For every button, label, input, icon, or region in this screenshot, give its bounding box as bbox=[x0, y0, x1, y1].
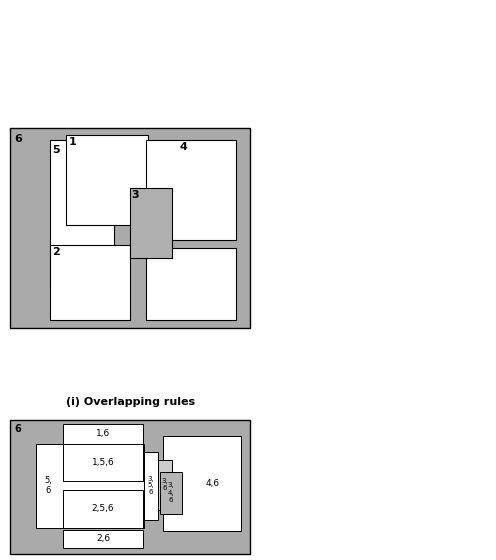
Text: 2,6: 2,6 bbox=[96, 534, 110, 543]
Text: 6: 6 bbox=[14, 134, 22, 144]
Bar bbox=[63, 444, 143, 480]
Text: 1,5,6: 1,5,6 bbox=[92, 458, 115, 467]
Bar bbox=[63, 530, 143, 548]
Text: 5: 5 bbox=[52, 145, 60, 155]
Text: 6: 6 bbox=[14, 423, 21, 433]
Bar bbox=[144, 451, 158, 520]
Bar bbox=[146, 248, 236, 320]
Text: 3,
4,
6: 3, 4, 6 bbox=[168, 483, 175, 502]
Text: 4,6: 4,6 bbox=[206, 479, 220, 488]
Bar bbox=[163, 436, 241, 530]
Text: 2,5,6: 2,5,6 bbox=[92, 504, 114, 513]
Bar bbox=[63, 489, 143, 528]
Text: 4: 4 bbox=[180, 142, 188, 152]
Bar bbox=[146, 140, 236, 240]
Bar bbox=[50, 245, 130, 320]
Bar bbox=[36, 444, 144, 528]
Text: 1: 1 bbox=[69, 137, 77, 147]
Bar bbox=[158, 460, 172, 510]
Text: 5,
6: 5, 6 bbox=[44, 476, 52, 495]
Text: 3: 3 bbox=[131, 190, 138, 200]
Bar bbox=[50, 140, 114, 288]
Bar bbox=[130, 188, 172, 258]
Text: 2: 2 bbox=[52, 247, 60, 257]
Text: 3,
6: 3, 6 bbox=[162, 478, 168, 491]
Text: 3,
5,
6: 3, 5, 6 bbox=[148, 475, 154, 496]
Text: 1,6: 1,6 bbox=[96, 429, 110, 438]
Bar bbox=[160, 472, 182, 514]
Text: (i) Overlapping rules: (i) Overlapping rules bbox=[66, 398, 195, 408]
Bar bbox=[66, 135, 148, 225]
Bar bbox=[63, 423, 143, 444]
